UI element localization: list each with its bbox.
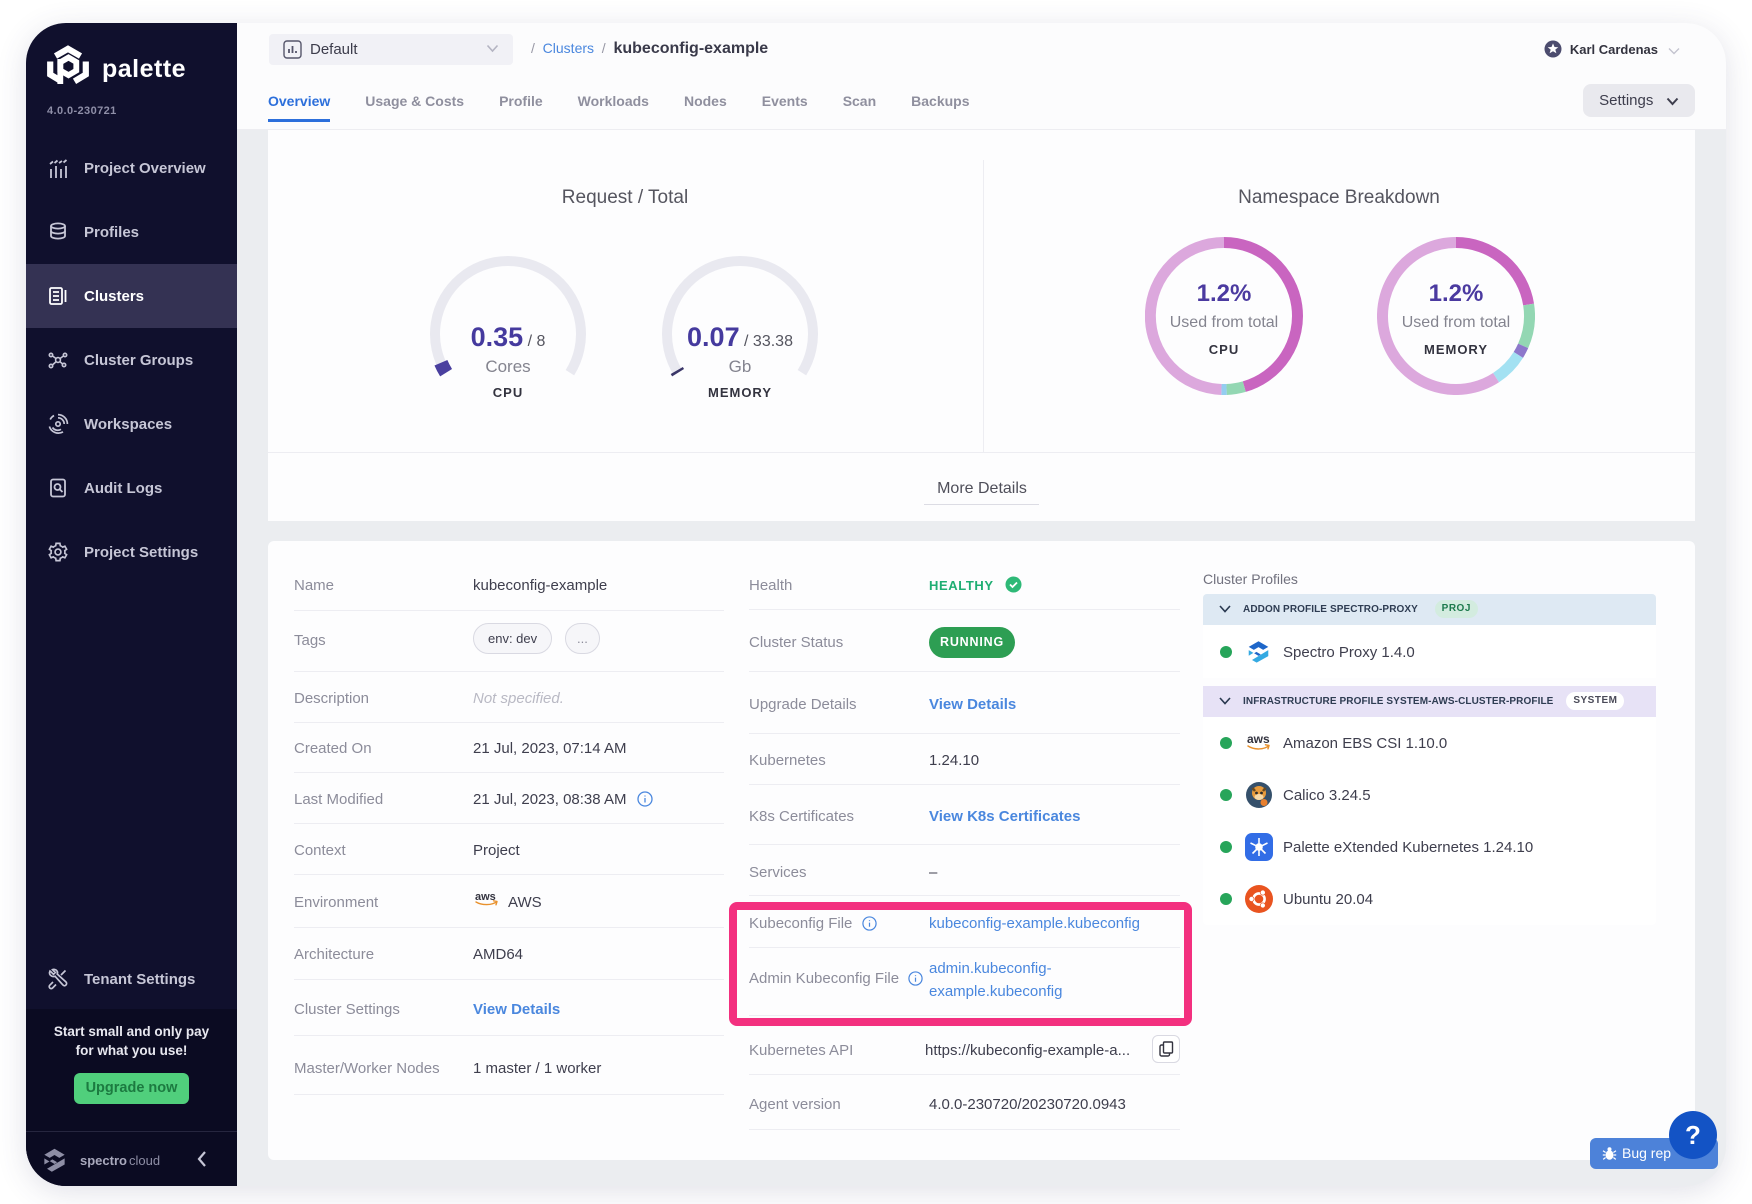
svg-text:aws: aws: [475, 891, 496, 903]
svg-text:aws: aws: [1247, 732, 1270, 746]
